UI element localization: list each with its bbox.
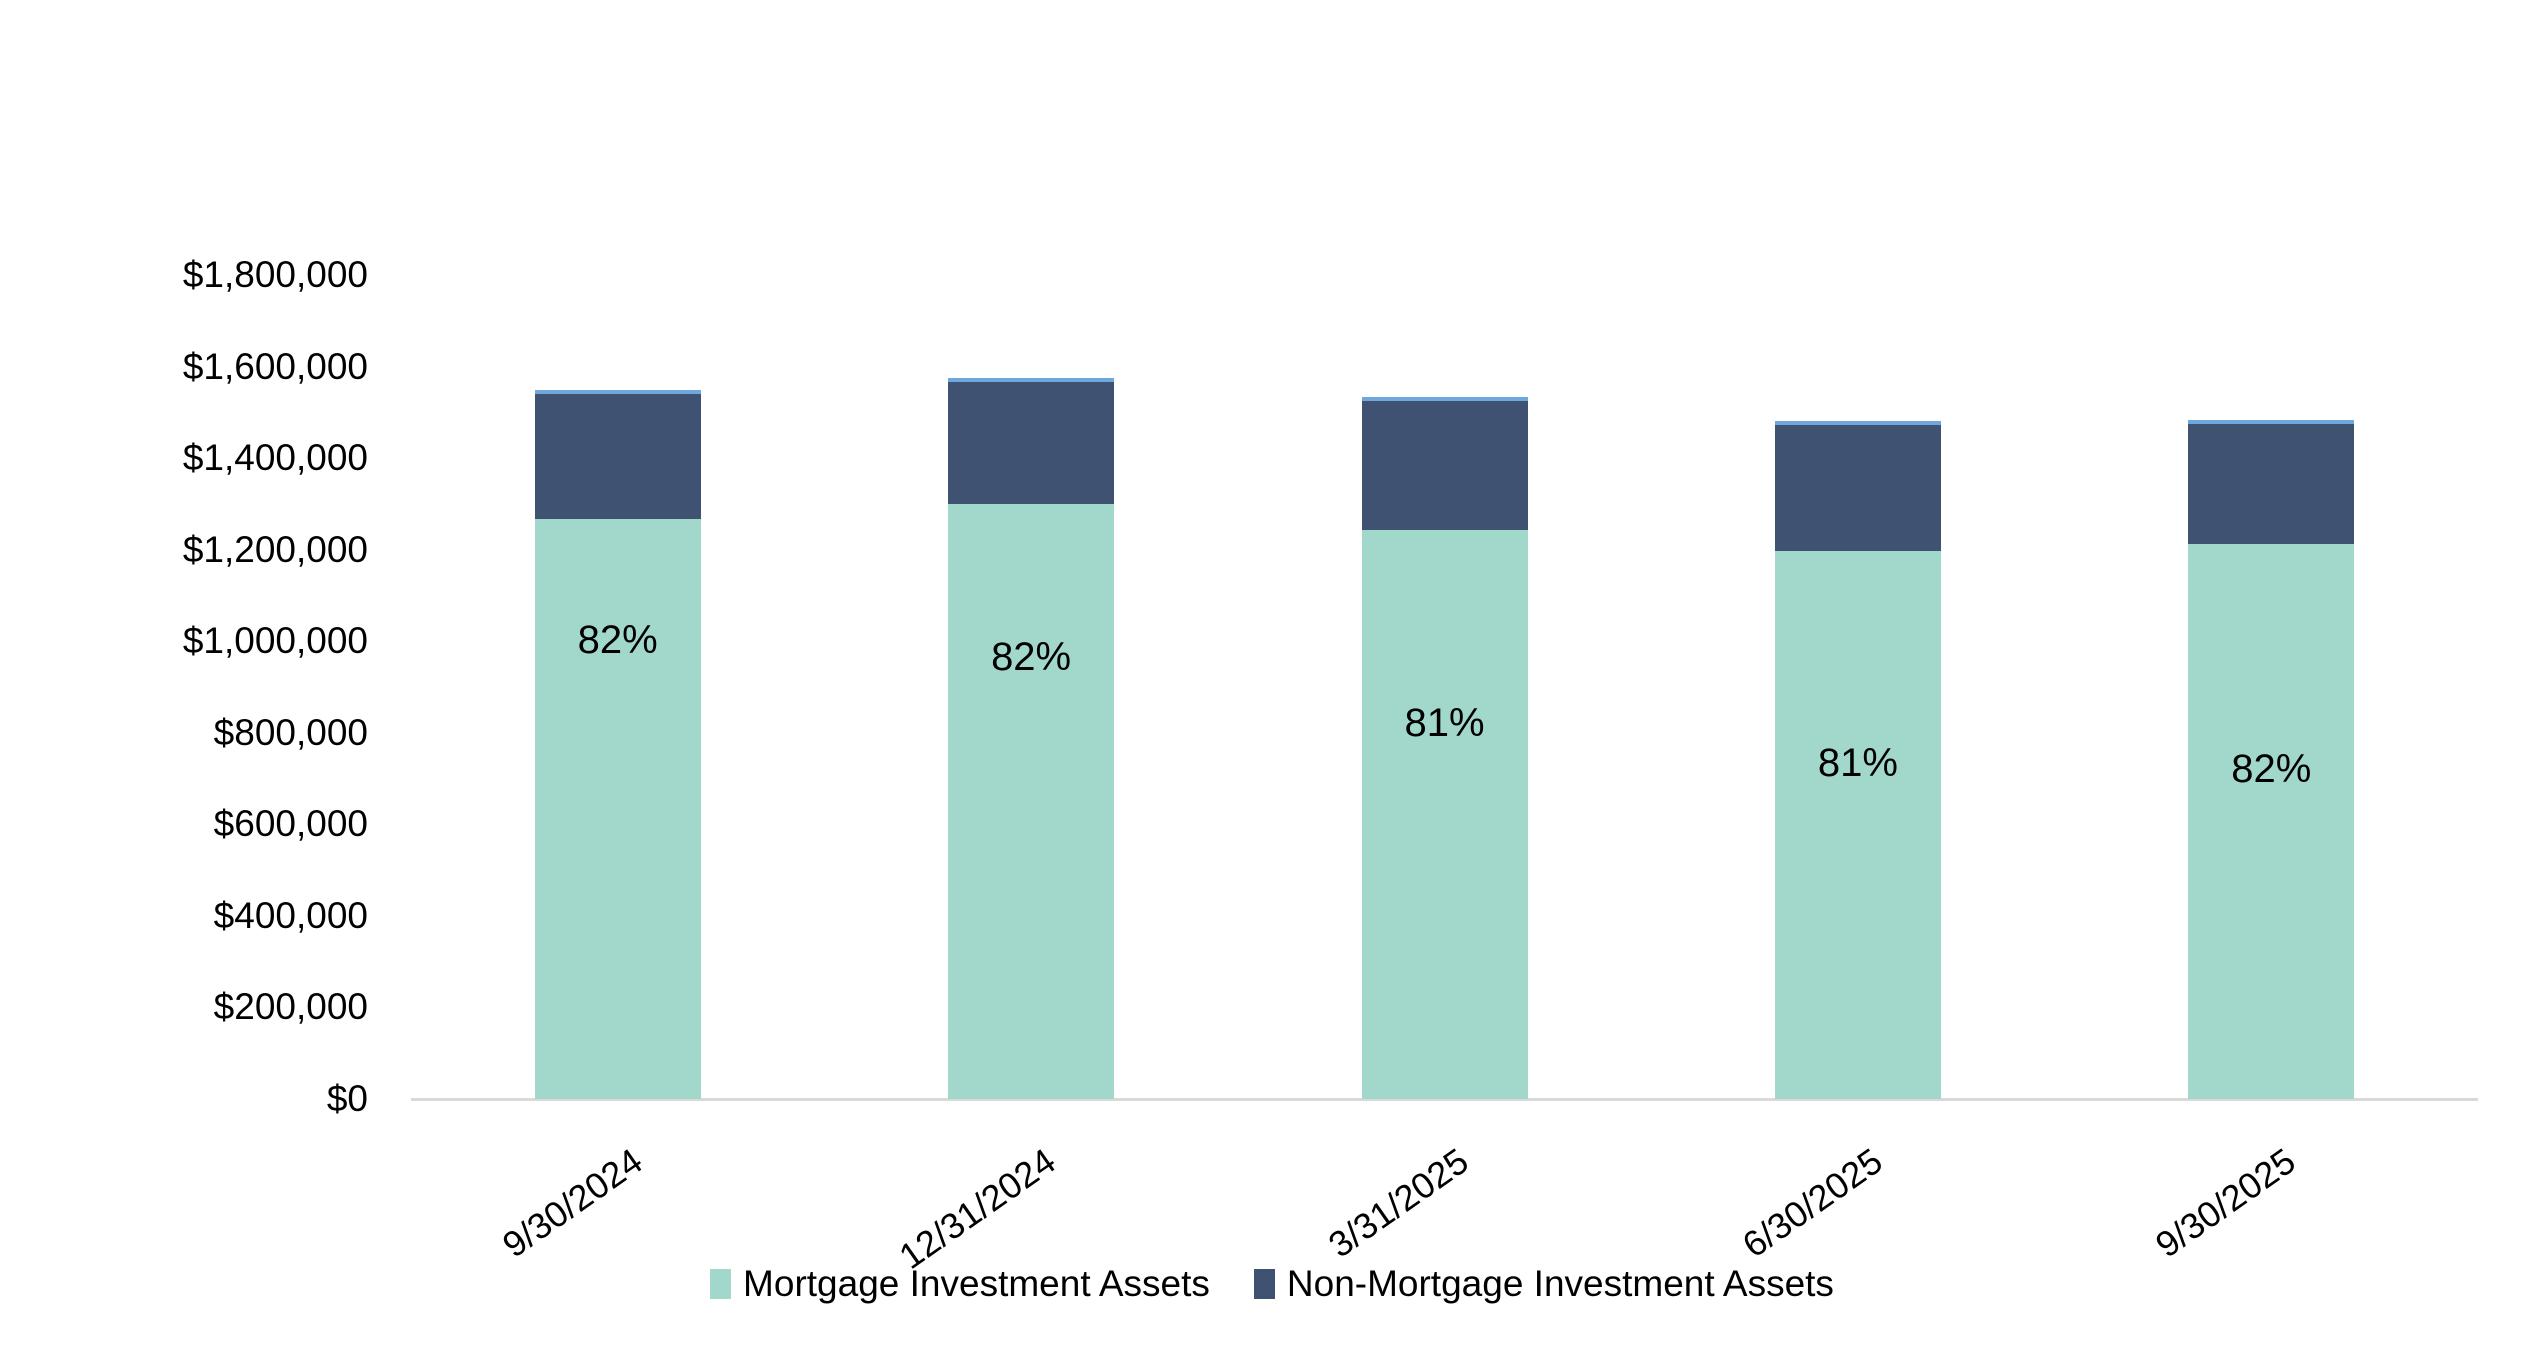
bar-3-31-2025-segment-non-mortgage	[1361, 401, 1528, 531]
bar-12-31-2024-top-cap	[948, 377, 1115, 382]
legend-swatch-mortgage-icon	[710, 1269, 732, 1299]
y-axis-tick-label: $1,400,000	[182, 437, 368, 479]
legend-item-mortgage-investment-assets: Mortgage Investment Assets	[710, 1263, 1210, 1305]
legend-swatch-non-mortgage-icon	[1253, 1269, 1275, 1299]
bar-percent-label: 81%	[1817, 741, 1898, 785]
bar-9-30-2024-top-cap	[534, 390, 701, 395]
bar-6-30-2025-segment-mortgage	[1774, 551, 1941, 1099]
y-axis-tick-label: $1,000,000	[182, 620, 368, 662]
x-axis-category-label: 6/30/2025	[1734, 1140, 1890, 1266]
x-axis-category-label: 3/31/2025	[1321, 1140, 1477, 1266]
legend-item-non-mortgage-investment-assets: Non-Mortgage Investment Assets	[1253, 1263, 1834, 1305]
bar-percent-label: 82%	[2231, 747, 2312, 791]
x-axis-category-label: 9/30/2025	[2148, 1140, 2303, 1266]
legend-label-non-mortgage: Non-Mortgage Investment Assets	[1286, 1263, 1834, 1304]
legend-label-mortgage: Mortgage Investment Assets	[743, 1263, 1210, 1304]
bar-9-30-2025-top-cap	[2188, 419, 2355, 424]
bar-percent-label: 81%	[1404, 701, 1485, 745]
y-axis-tick-label: $0	[326, 1078, 368, 1119]
bar-6-30-2025-segment-non-mortgage	[1774, 425, 1941, 552]
bar-9-30-2025-segment-mortgage	[2188, 544, 2355, 1099]
y-axis-tick-label: $1,800,000	[182, 254, 368, 295]
y-axis-tick-label: $600,000	[213, 803, 368, 845]
y-axis-tick-label: $1,600,000	[182, 345, 368, 387]
bar-9-30-2024-segment-non-mortgage	[534, 394, 701, 519]
x-axis-line	[411, 1098, 2478, 1101]
x-axis-category-label: 12/31/2024	[891, 1140, 1063, 1277]
y-axis-tick-label: $200,000	[213, 986, 368, 1028]
bar-3-31-2025-top-cap	[1361, 397, 1528, 402]
bar-9-30-2025-segment-non-mortgage	[2188, 423, 2355, 545]
bar-3-31-2025-segment-mortgage	[1361, 530, 1528, 1099]
bar-6-30-2025-top-cap	[1774, 421, 1941, 426]
chart-legend: Mortgage Investment Assets Non-Mortgage …	[0, 1262, 2544, 1306]
y-axis-tick-label: $1,200,000	[182, 528, 368, 570]
y-axis-tick-label: $400,000	[213, 894, 368, 936]
bar-12-31-2024-segment-mortgage	[948, 504, 1115, 1099]
x-axis-category-label: 9/30/2024	[494, 1140, 650, 1266]
y-axis-tick-label: $800,000	[213, 711, 368, 753]
bar-percent-label: 82%	[577, 618, 658, 662]
bar-12-31-2024-segment-non-mortgage	[948, 381, 1115, 505]
bar-9-30-2024-segment-mortgage	[534, 518, 701, 1099]
bar-percent-label: 82%	[991, 635, 1072, 679]
